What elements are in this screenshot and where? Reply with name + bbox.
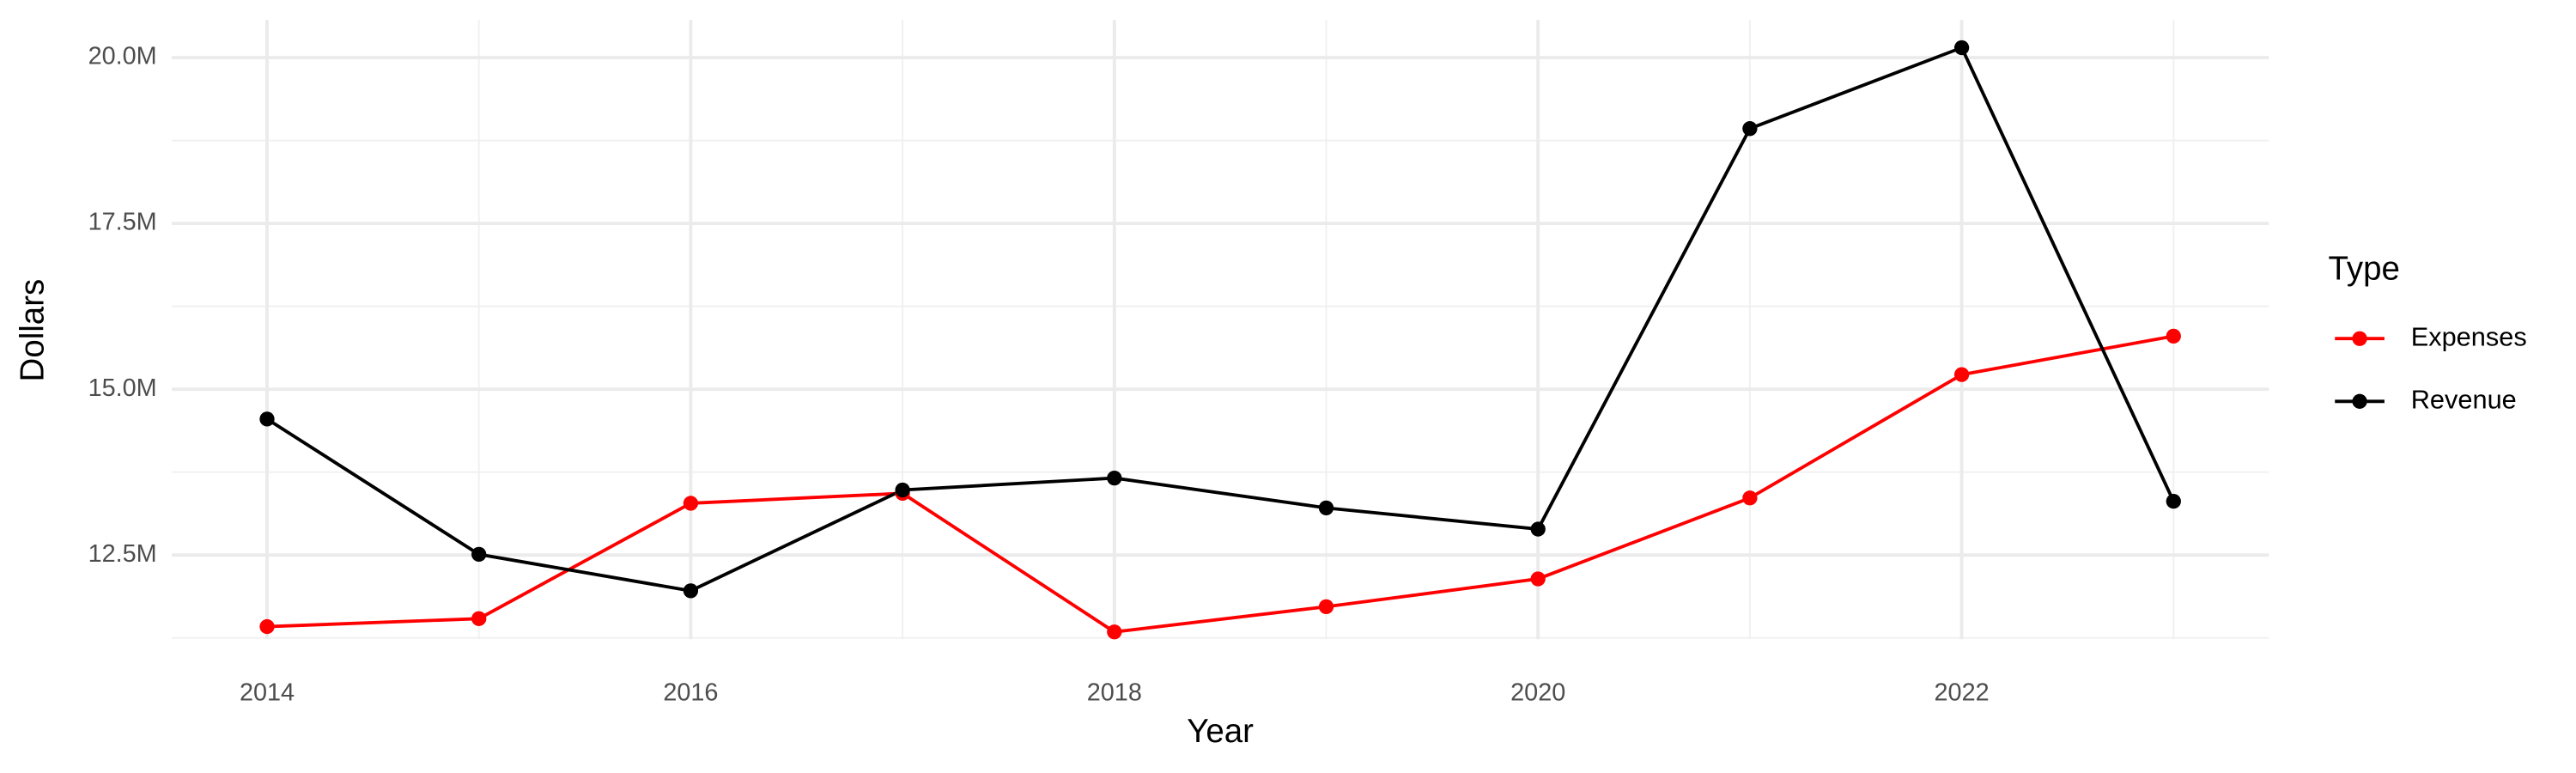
- data-point: [1107, 470, 1122, 486]
- data-point: [471, 611, 487, 626]
- data-point: [1742, 490, 1758, 506]
- data-point: [1953, 40, 1970, 56]
- legend-title: Type: [2329, 251, 2400, 288]
- data-point: [1530, 521, 1546, 537]
- y-tick-label: 15.0M: [88, 374, 157, 402]
- x-tick-label: 2014: [240, 679, 295, 706]
- plot: [259, 40, 2181, 640]
- series-line: [265, 46, 2176, 593]
- data-point: [259, 411, 275, 427]
- data-point: [1530, 571, 1546, 587]
- legend-label: Revenue: [2411, 384, 2517, 414]
- legend-label: Expenses: [2411, 321, 2527, 351]
- legend-marker: [2352, 393, 2367, 409]
- data-point: [683, 496, 699, 511]
- data-point: [259, 618, 275, 635]
- x-tick-label: 2018: [1087, 679, 1142, 706]
- y-tick-label: 12.5M: [88, 540, 157, 568]
- data-point: [471, 546, 487, 563]
- x-axis-title: Year: [1187, 713, 1254, 750]
- grid: [172, 20, 2269, 640]
- x-tick-label: 2022: [1935, 679, 1990, 706]
- data-point: [1107, 624, 1122, 640]
- data-point: [1953, 367, 1970, 382]
- data-point: [2166, 328, 2181, 344]
- y-tick-label: 17.5M: [88, 209, 157, 236]
- legend-marker: [2352, 331, 2367, 346]
- y-axis-title: Dollars: [15, 279, 52, 382]
- data-point: [1742, 121, 1758, 137]
- data-point: [2166, 493, 2181, 509]
- x-tick-label: 2016: [663, 679, 718, 706]
- series-line: [266, 334, 2174, 634]
- data-point: [1318, 599, 1334, 615]
- legend: Expenses Revenue: [2335, 321, 2527, 414]
- data-point: [683, 583, 699, 599]
- y-tick-label: 20.0M: [88, 43, 157, 70]
- data-point: [895, 482, 910, 498]
- x-tick-label: 2020: [1510, 679, 1565, 706]
- data-point: [1318, 500, 1334, 516]
